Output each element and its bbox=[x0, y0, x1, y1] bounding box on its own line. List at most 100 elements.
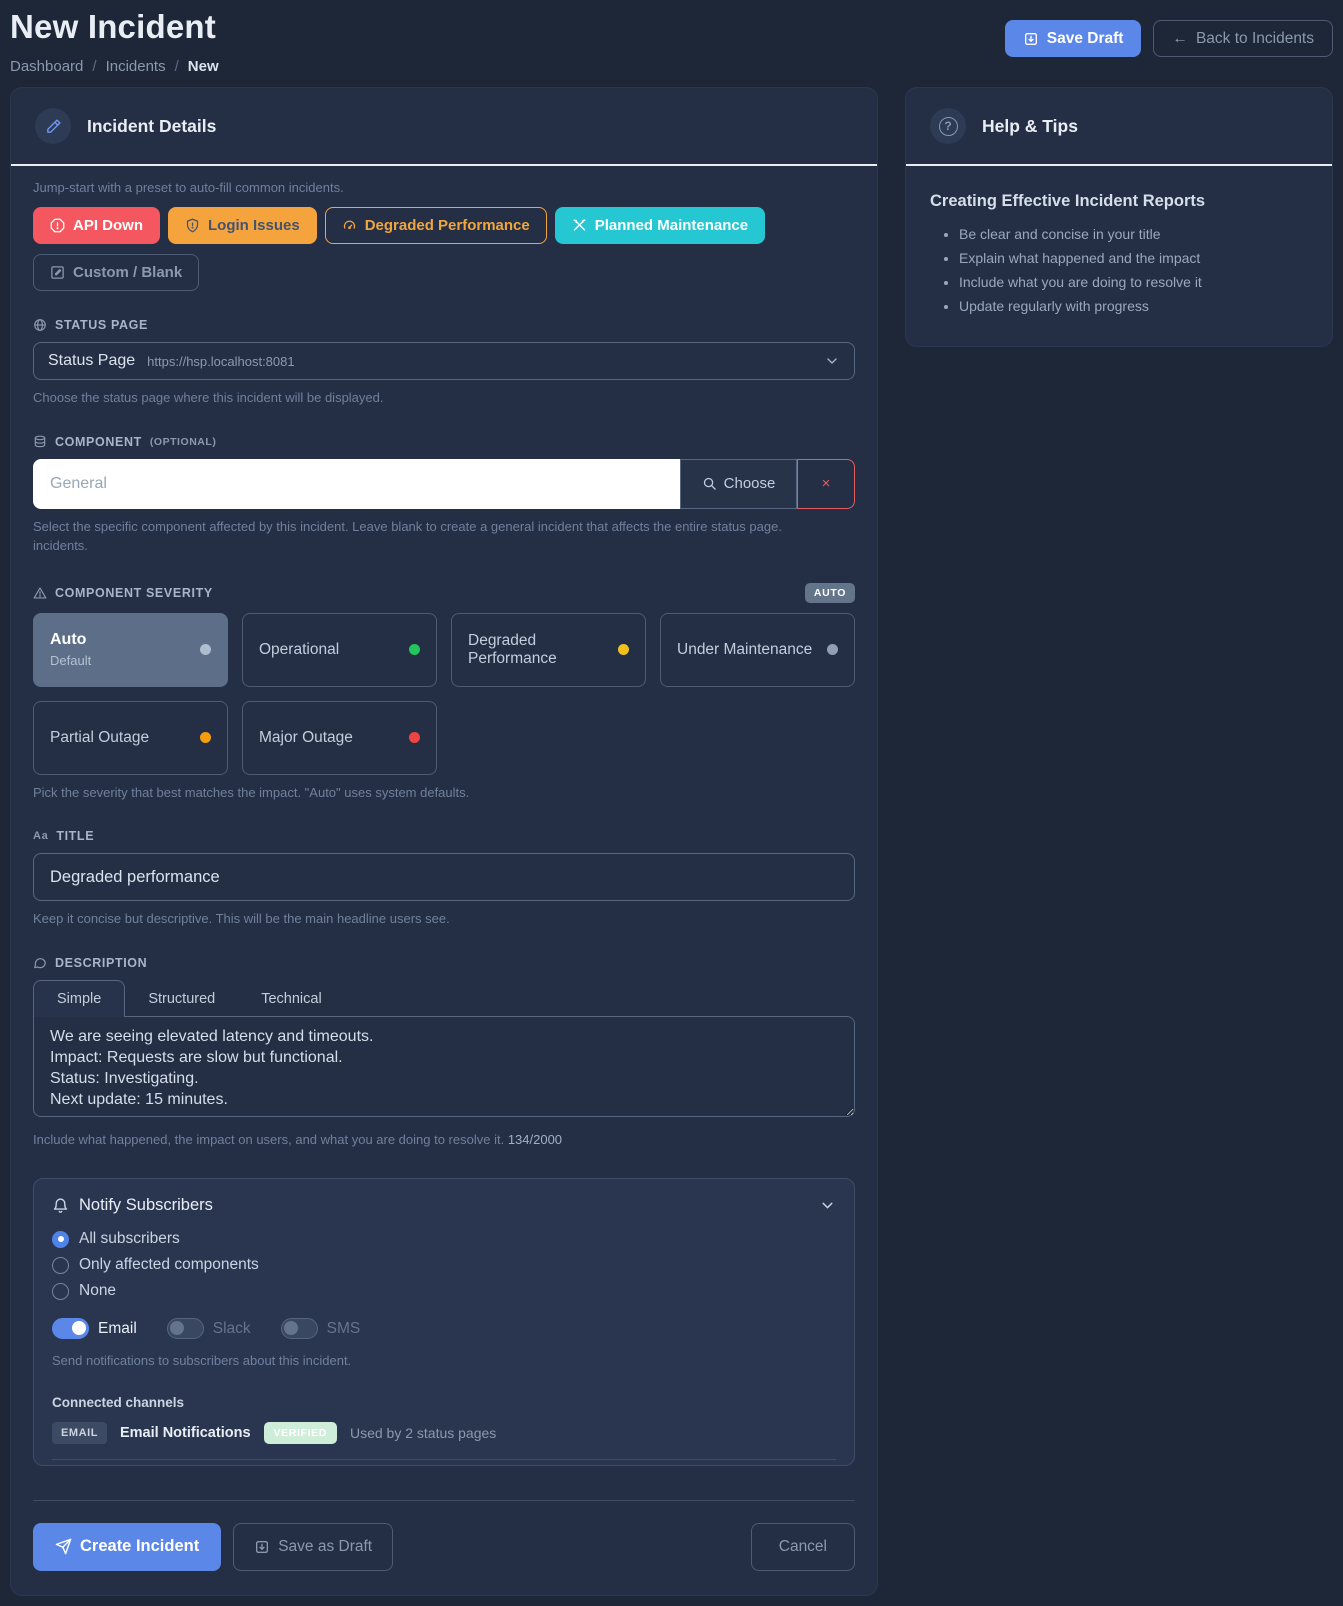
component-label-text: COMPONENT bbox=[55, 434, 142, 449]
component-clear-button[interactable]: × bbox=[797, 458, 855, 509]
channel-toggles: Email Slack SMS bbox=[52, 1318, 836, 1340]
radio-icon bbox=[52, 1256, 69, 1274]
radio-none[interactable]: None bbox=[52, 1282, 836, 1300]
preset-label: Degraded Performance bbox=[364, 217, 530, 234]
notify-subscribers-box: Notify Subscribers All subscribers bbox=[33, 1178, 855, 1466]
save-icon bbox=[1023, 31, 1039, 47]
back-to-incidents-button[interactable]: ← Back to Incidents bbox=[1153, 20, 1333, 57]
radio-only-affected-components[interactable]: Only affected components bbox=[52, 1256, 836, 1274]
card-title: Incident Details bbox=[87, 115, 217, 136]
description-label-text: DESCRIPTION bbox=[55, 956, 148, 971]
severity-option-partial-outage[interactable]: Partial Outage bbox=[33, 700, 228, 775]
toggle-switch[interactable] bbox=[280, 1318, 318, 1340]
preset-login-issues-button[interactable]: Login Issues bbox=[168, 207, 317, 244]
database-icon bbox=[33, 435, 47, 449]
radio-all-subscribers[interactable]: All subscribers bbox=[52, 1230, 836, 1248]
incident-details-card: Incident Details Jump-start with a prese… bbox=[10, 87, 878, 1596]
channel-name: Email Notifications bbox=[119, 1424, 251, 1441]
radio-icon bbox=[52, 1230, 69, 1248]
channel-usage: Used by 2 status pages bbox=[349, 1424, 497, 1441]
status-page-selected-url: https://hsp.localhost:8081 bbox=[147, 353, 295, 369]
preset-label: API Down bbox=[73, 217, 143, 234]
component-choose-button[interactable]: Choose bbox=[680, 458, 797, 509]
tab-technical[interactable]: Technical bbox=[238, 980, 344, 1017]
status-page-select[interactable]: Status Page https://hsp.localhost:8081 bbox=[33, 342, 855, 380]
footer-divider bbox=[33, 1499, 855, 1501]
notify-help: Send notifications to subscribers about … bbox=[52, 1353, 352, 1369]
status-dot bbox=[409, 732, 420, 744]
save-as-draft-button[interactable]: Save as Draft bbox=[233, 1522, 394, 1571]
toggle-switch[interactable] bbox=[52, 1318, 89, 1340]
channel-row: EMAIL Email Notifications VERIFIED Used … bbox=[52, 1421, 836, 1460]
chat-bubble-icon bbox=[33, 956, 47, 970]
status-page-label: STATUS PAGE bbox=[33, 318, 855, 332]
help-tips-header: ? Help & Tips bbox=[906, 88, 1332, 166]
component-input[interactable] bbox=[33, 458, 680, 509]
tip-item: Be clear and concise in your title bbox=[959, 225, 1308, 244]
save-draft-button[interactable]: Save Draft bbox=[1004, 20, 1142, 57]
breadcrumb-separator: / bbox=[92, 58, 97, 75]
status-page-help: Choose the status page where this incide… bbox=[33, 390, 384, 405]
status-dot bbox=[200, 732, 211, 744]
severity-option-subtitle: Default bbox=[50, 653, 92, 669]
preset-planned-maintenance-button[interactable]: Planned Maintenance bbox=[554, 207, 766, 244]
preset-label: Custom / Blank bbox=[73, 264, 183, 281]
radio-icon bbox=[52, 1282, 69, 1300]
preset-hint: Jump-start with a preset to auto-fill co… bbox=[33, 180, 344, 195]
severity-option-title: Partial Outage bbox=[50, 728, 150, 746]
title-label: Aa TITLE bbox=[33, 829, 855, 843]
radio-label: Only affected components bbox=[79, 1256, 259, 1274]
back-label: Back to Incidents bbox=[1195, 29, 1314, 47]
help-tips-body: Creating Effective Incident Reports Be c… bbox=[906, 166, 1332, 346]
severity-option-title: Degraded Performance bbox=[468, 631, 557, 667]
toggle-sms[interactable]: SMS bbox=[280, 1318, 360, 1340]
severity-option-auto[interactable]: Auto Default bbox=[33, 612, 228, 687]
tab-simple[interactable]: Simple bbox=[33, 980, 126, 1018]
footer-actions: Create Incident Save as Draft Cancel bbox=[33, 1522, 855, 1571]
help-heading: Creating Effective Incident Reports bbox=[930, 192, 1206, 210]
preset-api-down-button[interactable]: API Down bbox=[33, 207, 160, 244]
description-tabs: Simple Structured Technical bbox=[33, 980, 855, 1018]
connected-channels-title: Connected channels bbox=[52, 1394, 185, 1410]
tools-icon bbox=[572, 218, 587, 233]
severity-option-major-outage[interactable]: Major Outage bbox=[242, 700, 437, 775]
severity-label: COMPONENT SEVERITY bbox=[33, 586, 213, 600]
severity-option-operational[interactable]: Operational bbox=[242, 612, 437, 687]
severity-label-text: COMPONENT SEVERITY bbox=[55, 585, 213, 600]
severity-options: Auto Default Operational Degraded Perfor… bbox=[33, 612, 855, 775]
preset-custom-blank-button[interactable]: Custom / Blank bbox=[33, 254, 200, 291]
tip-item: Include what you are doing to resolve it bbox=[959, 273, 1308, 292]
search-icon bbox=[702, 476, 717, 491]
breadcrumb-incidents[interactable]: Incidents bbox=[105, 58, 166, 75]
toggle-switch[interactable] bbox=[166, 1318, 204, 1340]
component-row: Choose × bbox=[33, 458, 855, 509]
warning-triangle-icon bbox=[33, 586, 47, 600]
severity-option-title: Operational bbox=[259, 640, 340, 658]
severity-option-under-maintenance[interactable]: Under Maintenance bbox=[660, 612, 855, 687]
radio-label: All subscribers bbox=[79, 1230, 180, 1248]
description-textarea[interactable]: We are seeing elevated latency and timeo… bbox=[33, 1016, 855, 1118]
title-input[interactable] bbox=[33, 853, 855, 902]
title-block: New Incident Dashboard / Incidents / New bbox=[10, 8, 219, 75]
notify-title: Notify Subscribers bbox=[52, 1196, 213, 1215]
component-optional-text: (OPTIONAL) bbox=[149, 435, 217, 448]
severity-option-degraded-performance[interactable]: Degraded Performance bbox=[451, 612, 646, 687]
preset-degraded-performance-button[interactable]: Degraded Performance bbox=[324, 207, 547, 244]
notify-audience-radios: All subscribers Only affected components… bbox=[52, 1230, 836, 1300]
breadcrumb-dashboard[interactable]: Dashboard bbox=[10, 58, 84, 75]
incident-form: Jump-start with a preset to auto-fill co… bbox=[11, 166, 877, 1595]
aa-icon: Aa bbox=[33, 830, 49, 843]
create-incident-button[interactable]: Create Incident bbox=[33, 1522, 222, 1571]
tip-item: Update regularly with progress bbox=[959, 297, 1308, 316]
tab-structured[interactable]: Structured bbox=[125, 980, 238, 1017]
char-count: 134/2000 bbox=[507, 1132, 563, 1148]
description-help-text: Include what happened, the impact on use… bbox=[33, 1132, 505, 1148]
shield-alert-icon bbox=[185, 218, 200, 233]
toggle-slack[interactable]: Slack bbox=[166, 1318, 251, 1340]
toggle-email[interactable]: Email bbox=[52, 1318, 137, 1340]
severity-help: Pick the severity that best matches the … bbox=[33, 784, 470, 800]
cancel-button[interactable]: Cancel bbox=[750, 1522, 855, 1571]
notify-subscribers-header[interactable]: Notify Subscribers bbox=[52, 1196, 836, 1215]
chevron-down-icon bbox=[819, 1197, 836, 1214]
preset-buttons: API Down Login Issues Degraded Performan… bbox=[33, 207, 773, 291]
